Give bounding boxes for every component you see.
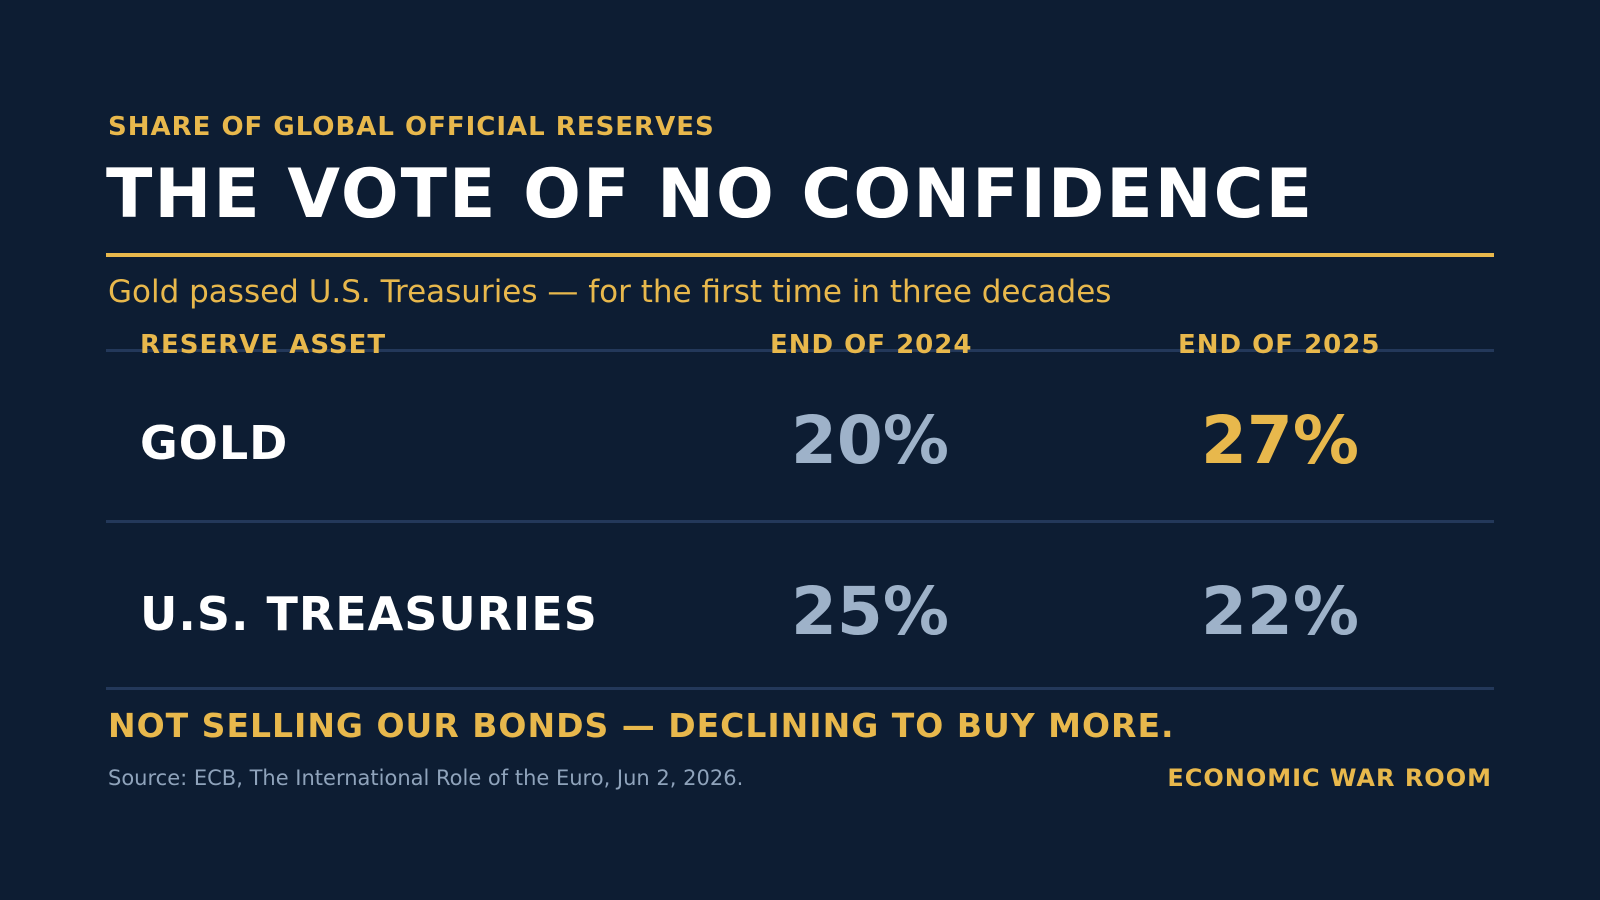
page-title: THE VOTE OF NO CONFIDENCE [106,155,1315,234]
brand-label: ECONOMIC WAR ROOM [1167,764,1492,792]
kicker: SHARE OF GLOBAL OFFICIAL RESERVES [108,112,715,142]
column-header-2024: END OF 2024 [770,330,973,360]
table-bottom-rule [106,687,1494,690]
value-treasuries-2025: 22% [1201,573,1359,650]
column-header-asset: RESERVE ASSET [140,330,387,360]
header-rule [106,349,1494,352]
row-label-treasuries: U.S. TREASURIES [140,587,598,641]
column-header-2025: END OF 2025 [1178,330,1381,360]
row-divider [106,520,1494,523]
source-note: Source: ECB, The International Role of t… [108,766,744,790]
title-rule [106,253,1494,257]
value-gold-2024: 20% [791,402,949,479]
value-treasuries-2024: 25% [791,573,949,650]
subtitle: Gold passed U.S. Treasuries — for the fi… [108,274,1112,310]
takeaway: NOT SELLING OUR BONDS — DECLINING TO BUY… [108,706,1175,745]
value-gold-2025: 27% [1201,402,1359,479]
row-label-gold: GOLD [140,416,289,470]
